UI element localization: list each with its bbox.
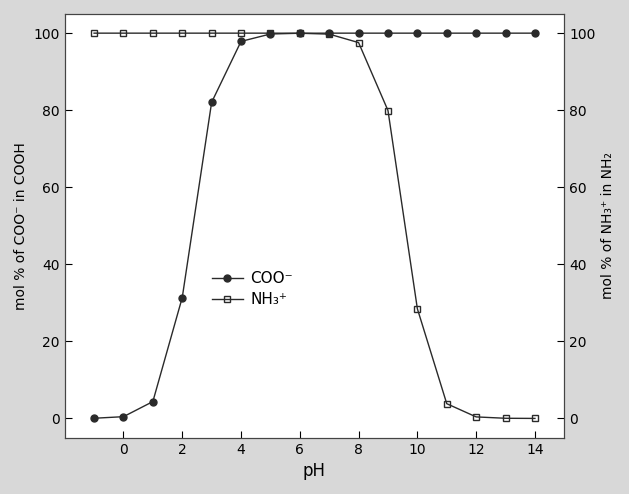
Y-axis label: mol % of NH₃⁺ in NH₂: mol % of NH₃⁺ in NH₂ bbox=[601, 152, 615, 299]
NH₃⁺ bbox=[414, 306, 421, 312]
COO⁻ bbox=[325, 30, 333, 36]
COO⁻ bbox=[443, 30, 450, 36]
Line: COO⁻: COO⁻ bbox=[91, 30, 538, 422]
X-axis label: pH: pH bbox=[303, 462, 326, 480]
NH₃⁺ bbox=[267, 30, 274, 36]
NH₃⁺ bbox=[296, 30, 304, 36]
COO⁻ bbox=[531, 30, 538, 36]
COO⁻ bbox=[472, 30, 480, 36]
COO⁻ bbox=[179, 294, 186, 300]
Legend: COO⁻, NH₃⁺: COO⁻, NH₃⁺ bbox=[212, 271, 293, 307]
COO⁻ bbox=[502, 30, 509, 36]
NH₃⁺ bbox=[149, 30, 157, 36]
NH₃⁺ bbox=[325, 31, 333, 37]
NH₃⁺ bbox=[179, 30, 186, 36]
COO⁻ bbox=[267, 31, 274, 37]
NH₃⁺ bbox=[208, 30, 215, 36]
NH₃⁺ bbox=[502, 415, 509, 421]
NH₃⁺ bbox=[120, 30, 127, 36]
NH₃⁺ bbox=[384, 108, 392, 114]
COO⁻ bbox=[237, 39, 245, 44]
Line: NH₃⁺: NH₃⁺ bbox=[91, 30, 538, 422]
COO⁻ bbox=[355, 30, 362, 36]
NH₃⁺ bbox=[355, 40, 362, 45]
COO⁻ bbox=[149, 399, 157, 405]
NH₃⁺ bbox=[443, 401, 450, 407]
COO⁻ bbox=[91, 415, 98, 421]
COO⁻ bbox=[414, 30, 421, 36]
COO⁻ bbox=[296, 30, 304, 36]
NH₃⁺ bbox=[472, 414, 480, 420]
NH₃⁺ bbox=[237, 30, 245, 36]
COO⁻ bbox=[384, 30, 392, 36]
Y-axis label: mol % of COO⁻ in COOH: mol % of COO⁻ in COOH bbox=[14, 142, 28, 310]
NH₃⁺ bbox=[531, 415, 538, 421]
NH₃⁺ bbox=[91, 30, 98, 36]
COO⁻ bbox=[208, 99, 215, 105]
COO⁻ bbox=[120, 413, 127, 419]
